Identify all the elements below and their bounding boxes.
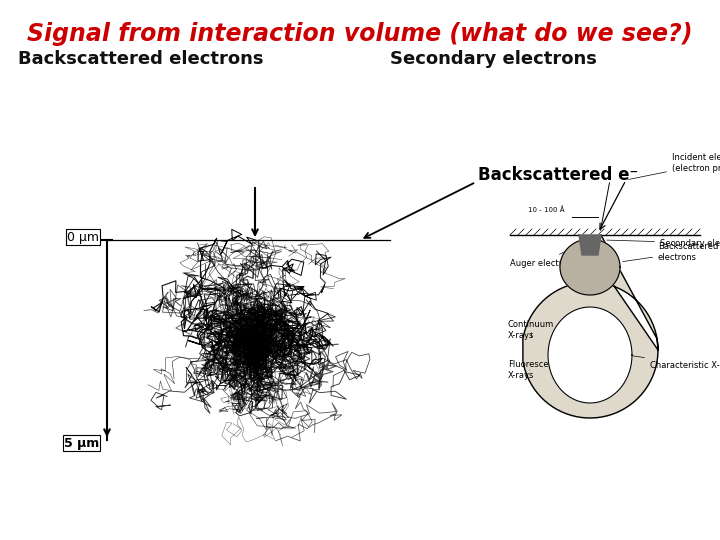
Text: Secondary electrons: Secondary electrons (607, 239, 720, 247)
Text: Signal from interaction volume (what do we see?): Signal from interaction volume (what do … (27, 22, 693, 46)
Text: Backscattered e⁻: Backscattered e⁻ (478, 166, 638, 184)
Polygon shape (579, 235, 601, 255)
Text: 10 - 100 Å: 10 - 100 Å (528, 206, 565, 213)
Polygon shape (548, 307, 632, 403)
Polygon shape (523, 235, 658, 418)
Text: Secondary electrons: Secondary electrons (390, 50, 597, 68)
Text: 0 μm: 0 μm (67, 231, 99, 244)
Text: Auger electrons: Auger electrons (510, 246, 577, 267)
Text: Backscattered
electrons: Backscattered electrons (623, 242, 719, 262)
Text: Backscattered electrons: Backscattered electrons (18, 50, 264, 68)
Text: Fluorescent
X-rays: Fluorescent X-rays (508, 360, 557, 380)
Text: 5 μm: 5 μm (64, 436, 99, 449)
Polygon shape (560, 239, 620, 295)
Text: Characteristic X-rays: Characteristic X-rays (630, 355, 720, 369)
Text: Continuum
X-rays: Continuum X-rays (508, 320, 554, 340)
Text: Incident electrons
(electron probe): Incident electrons (electron probe) (629, 153, 720, 179)
